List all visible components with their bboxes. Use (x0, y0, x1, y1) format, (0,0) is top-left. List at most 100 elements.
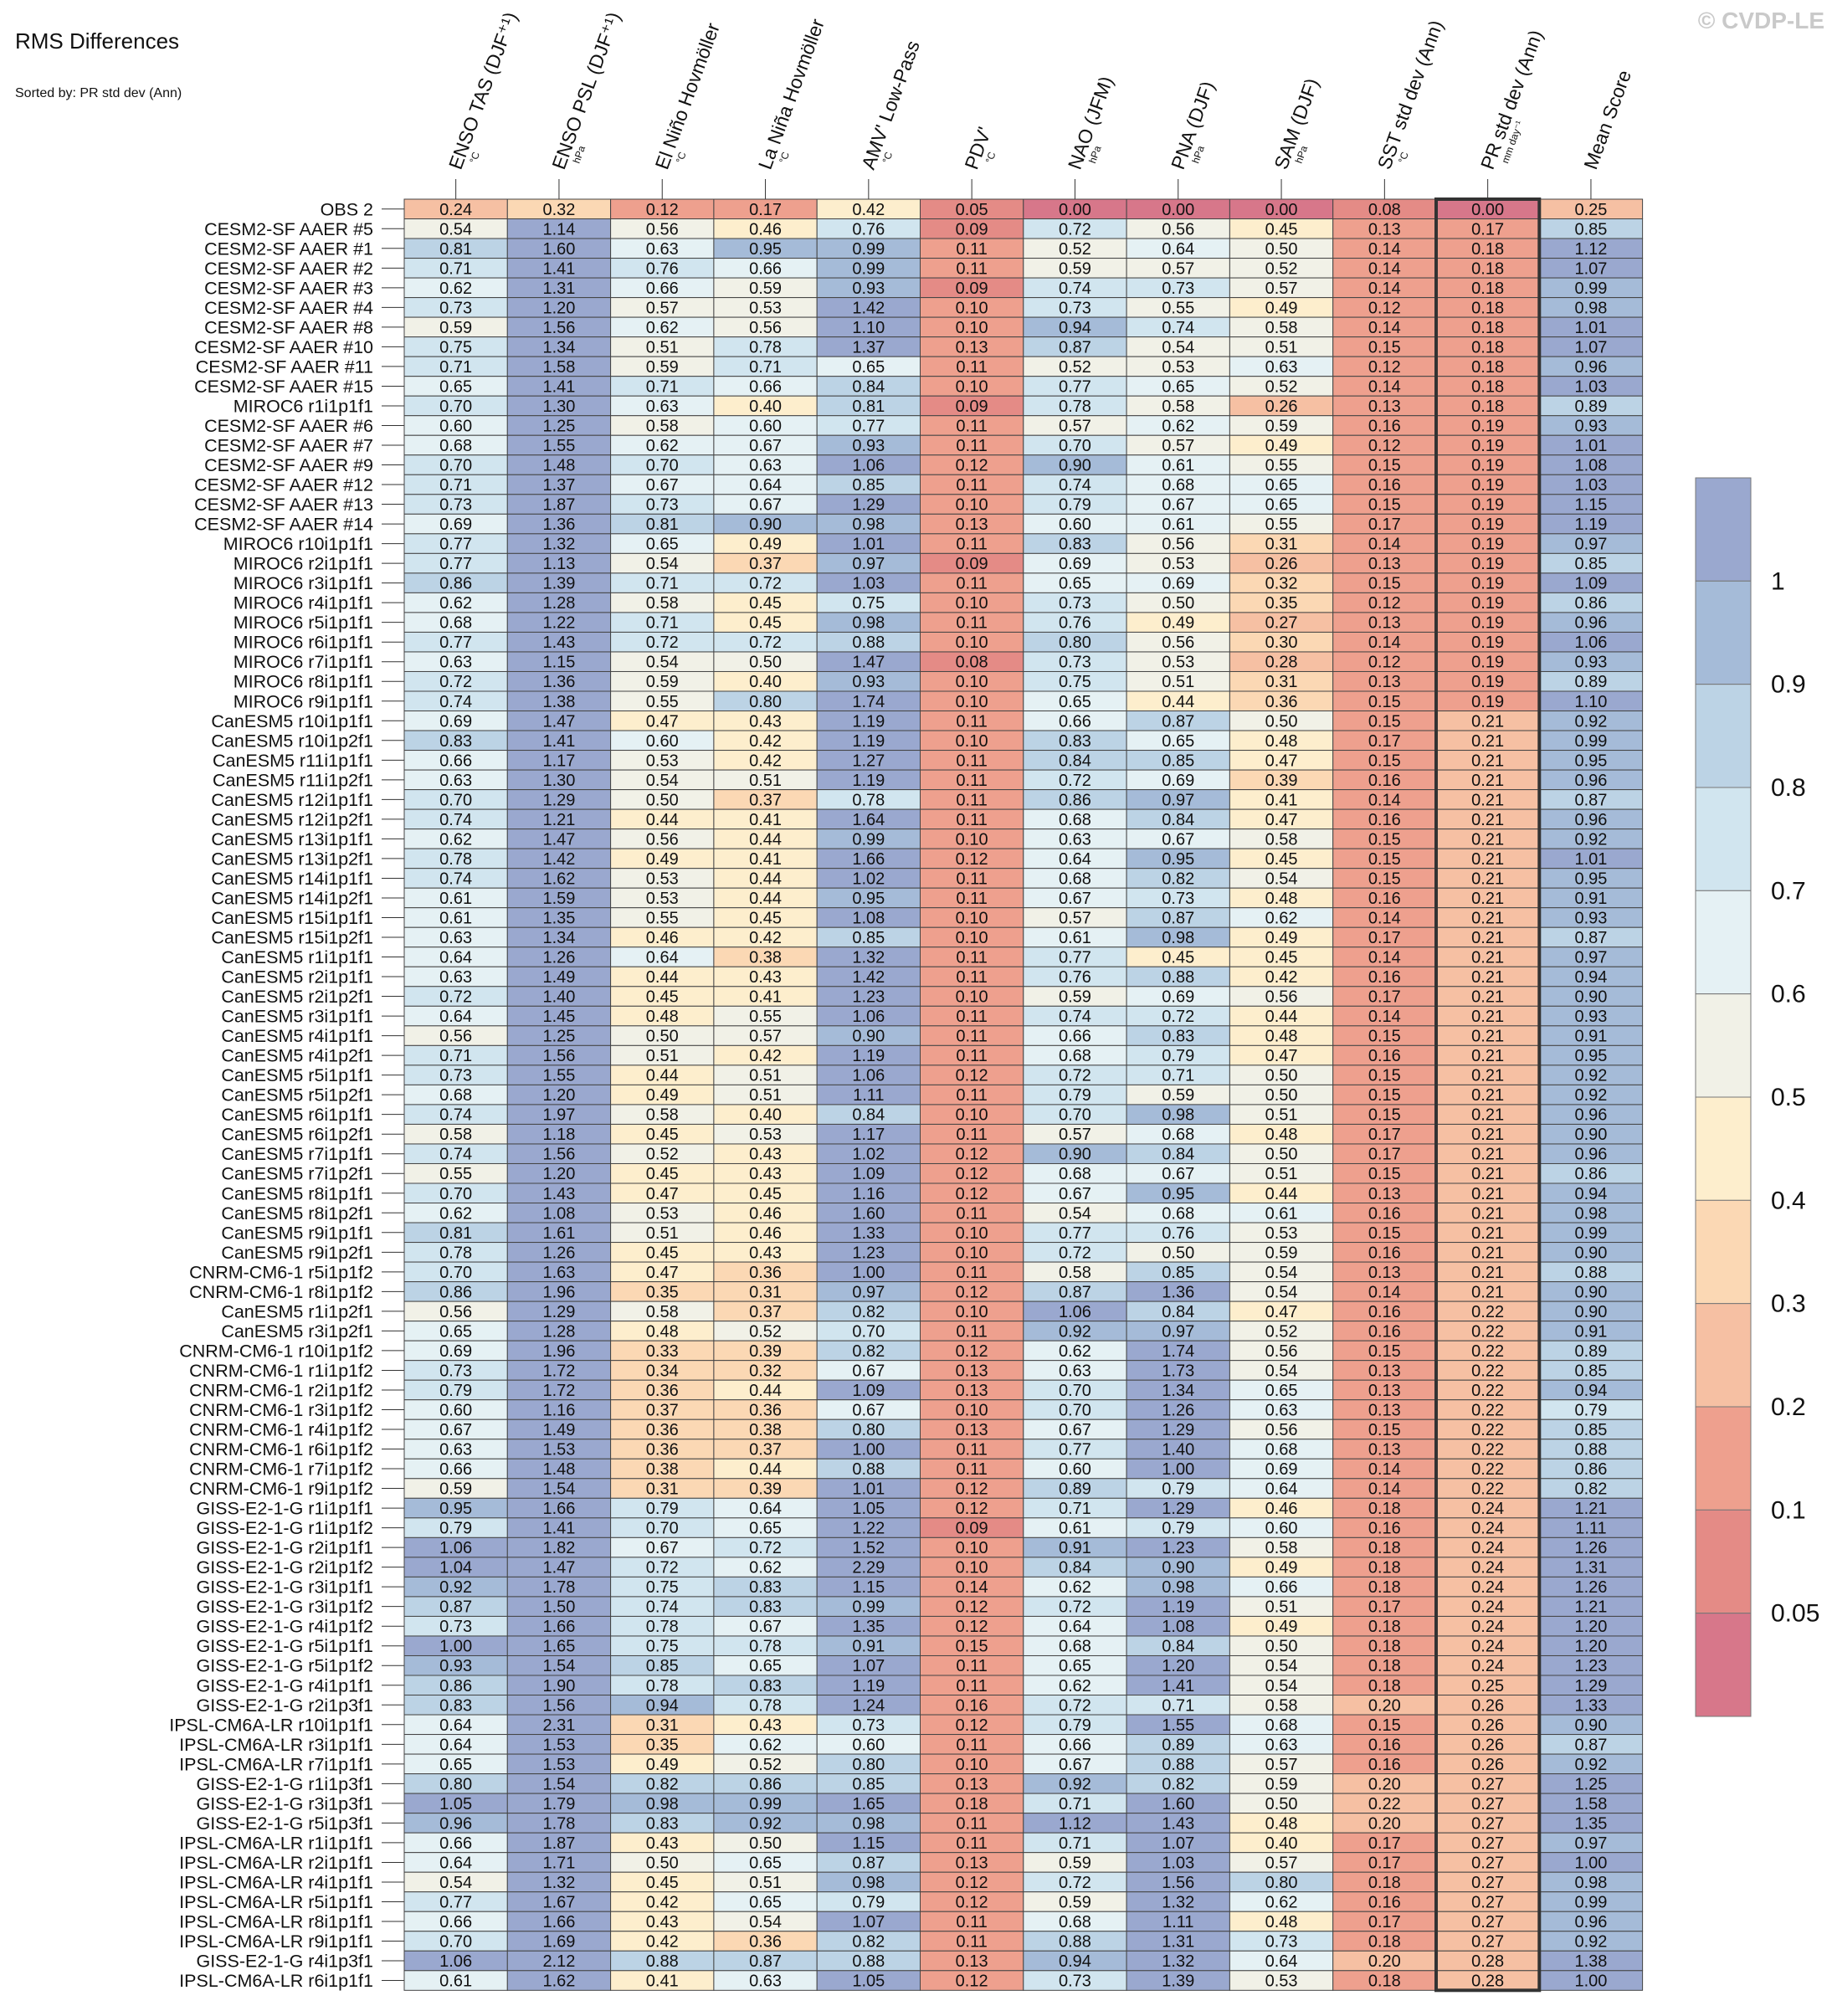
cell-value: 0.32 (542, 201, 575, 219)
cell-value: 0.74 (439, 811, 472, 829)
row-label: GISS-E2-1-G r4i1p1f1 (196, 1675, 373, 1695)
cell-value: 1.49 (542, 968, 575, 987)
cell-value: 0.70 (646, 457, 679, 475)
cell-value: 0.98 (1574, 1874, 1607, 1892)
cell-value: 0.16 (956, 1696, 988, 1715)
cell-value: 0.27 (1265, 614, 1298, 633)
cell-value: 1.06 (852, 1067, 885, 1085)
cell-value: 0.90 (1059, 1146, 1091, 1164)
cell-value: 0.73 (1059, 1972, 1091, 1991)
cell-value: 0.71 (1059, 1795, 1091, 1813)
cell-value: 0.92 (1574, 1067, 1607, 1085)
cell-value: 0.99 (749, 1795, 782, 1813)
cell-value: 0.20 (1368, 1814, 1401, 1833)
cell-value: 0.14 (1368, 240, 1401, 259)
cell-value: 0.80 (852, 1756, 885, 1774)
cell-value: 0.90 (1574, 1283, 1607, 1301)
cell-value: 0.17 (1368, 1126, 1401, 1144)
cell-value: 0.57 (1059, 909, 1091, 927)
cell-value: 0.44 (1265, 1185, 1298, 1203)
cell-value: 0.15 (1368, 1224, 1401, 1243)
cell-value: 1.82 (542, 1539, 575, 1557)
cell-value: 0.55 (439, 1165, 472, 1183)
cell-value: 2.29 (852, 1559, 885, 1577)
cell-value: 0.66 (749, 377, 782, 396)
cell-value: 1.25 (1574, 1775, 1607, 1793)
cell-value: 0.50 (1162, 594, 1194, 613)
cell-value: 0.13 (1368, 555, 1401, 573)
cell-value: 0.49 (1265, 437, 1298, 455)
cell-value: 0.10 (956, 693, 988, 711)
cell-value: 0.71 (646, 575, 679, 593)
column-label: SST std dev (Ann) (1373, 18, 1448, 172)
cell-value: 1.07 (852, 1913, 885, 1931)
row-label: GISS-E2-1-G r2i1p3f1 (196, 1695, 373, 1716)
cell-value: 1.25 (542, 417, 575, 435)
cell-value: 0.11 (956, 476, 987, 495)
cell-value: 0.22 (1471, 1441, 1504, 1459)
cell-value: 0.85 (1574, 1362, 1607, 1380)
row-label: GISS-E2-1-G r1i1p1f2 (196, 1518, 373, 1538)
cell-value: 0.19 (1471, 654, 1504, 672)
cell-value: 0.82 (852, 1303, 885, 1321)
cell-value: 0.56 (1162, 220, 1194, 239)
cell-value: 0.11 (956, 949, 987, 967)
cell-value: 0.21 (1471, 1224, 1504, 1243)
cell-value: 0.13 (956, 1952, 988, 1971)
cell-value: 0.70 (439, 398, 472, 416)
cell-value: 0.50 (1265, 1086, 1298, 1105)
cell-value: 0.61 (439, 1972, 472, 1991)
cell-value: 0.54 (1265, 1283, 1298, 1301)
cell-value: 1.34 (1162, 1382, 1194, 1400)
cell-value: 0.18 (1368, 1657, 1401, 1675)
cell-value: 0.62 (1059, 1578, 1091, 1597)
cell-value: 0.71 (1059, 1500, 1091, 1518)
cell-value: 1.00 (852, 1264, 885, 1282)
cell-value: 0.58 (1265, 319, 1298, 337)
cell-value: 0.16 (1368, 1520, 1401, 1538)
cell-value: 0.43 (749, 968, 782, 987)
cell-value: 0.66 (1265, 1578, 1298, 1597)
cell-value: 0.10 (956, 1303, 988, 1321)
cell-value: 0.51 (1265, 1106, 1298, 1125)
cell-value: 0.68 (1059, 1165, 1091, 1183)
cell-value: 0.49 (1265, 299, 1298, 317)
cell-value: 0.44 (646, 1067, 679, 1085)
cell-value: 0.70 (1059, 437, 1091, 455)
cell-value: 0.65 (749, 1893, 782, 1911)
cell-value: 0.11 (956, 1441, 987, 1459)
cell-value: 1.56 (1162, 1874, 1194, 1892)
cell-value: 0.16 (1368, 1204, 1401, 1223)
cell-value: 0.38 (749, 1421, 782, 1439)
row-label: CanESM5 r4i1p1f1 (221, 1026, 373, 1046)
cell-value: 1.10 (852, 319, 885, 337)
cell-value: 0.26 (1471, 1716, 1504, 1735)
row-label: IPSL-CM6A-LR r6i1p1f1 (179, 1971, 373, 1991)
cell-value: 0.12 (956, 1283, 988, 1301)
cell-value: 0.41 (749, 850, 782, 869)
cell-value: 0.62 (749, 1559, 782, 1577)
cell-value: 0.54 (749, 1913, 782, 1931)
cell-value: 0.14 (1368, 791, 1401, 809)
cell-value: 0.16 (1368, 476, 1401, 495)
cell-value: 0.13 (956, 1362, 988, 1380)
cell-value: 0.14 (1368, 1008, 1401, 1026)
cell-value: 0.54 (1265, 1362, 1298, 1380)
cell-value: 0.71 (749, 358, 782, 377)
cell-value: 0.73 (439, 299, 472, 317)
cell-value: 0.18 (1368, 1618, 1401, 1636)
cell-value: 0.16 (1368, 811, 1401, 829)
cell-value: 1.29 (1162, 1421, 1194, 1439)
cell-value: 0.73 (1059, 299, 1091, 317)
cell-value: 0.60 (439, 1401, 472, 1419)
cell-value: 0.60 (1059, 1460, 1091, 1479)
cell-value: 0.65 (749, 1657, 782, 1675)
cell-value: 0.52 (646, 1146, 679, 1164)
cell-value: 0.10 (956, 1244, 988, 1262)
cell-value: 1.53 (542, 1441, 575, 1459)
colorbar-segment (1695, 787, 1752, 891)
cell-value: 0.14 (1368, 259, 1401, 278)
cell-value: 0.65 (646, 536, 679, 554)
cell-value: 0.21 (1471, 1067, 1504, 1085)
cell-value: 0.05 (956, 201, 988, 219)
